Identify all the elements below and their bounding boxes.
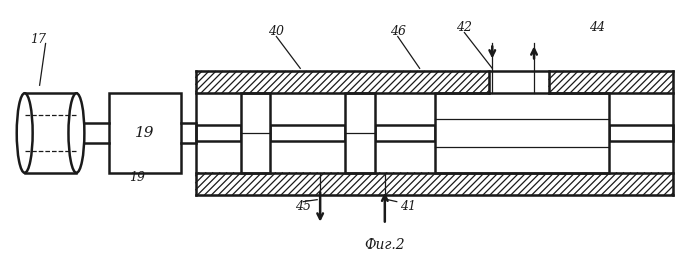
Text: 19: 19 — [135, 126, 155, 140]
Bar — [549, 71, 674, 93]
Bar — [609, 125, 674, 141]
Bar — [196, 125, 241, 141]
Text: 42: 42 — [456, 21, 473, 34]
Text: 17: 17 — [29, 34, 45, 46]
Text: 40: 40 — [269, 24, 284, 38]
Bar — [24, 93, 76, 173]
Text: 45: 45 — [295, 200, 311, 213]
Text: Фиг.2: Фиг.2 — [364, 239, 405, 252]
Bar — [375, 125, 435, 141]
Text: 46: 46 — [389, 24, 406, 38]
Text: 19: 19 — [129, 171, 145, 184]
Bar — [435, 93, 609, 173]
Text: 41: 41 — [400, 200, 416, 213]
Text: 44: 44 — [588, 21, 604, 34]
Bar — [196, 71, 489, 93]
Ellipse shape — [17, 93, 33, 173]
Bar — [270, 125, 345, 141]
Bar — [110, 93, 181, 173]
Bar — [196, 173, 674, 195]
Ellipse shape — [68, 93, 84, 173]
Bar — [345, 93, 375, 173]
Bar — [241, 93, 270, 173]
